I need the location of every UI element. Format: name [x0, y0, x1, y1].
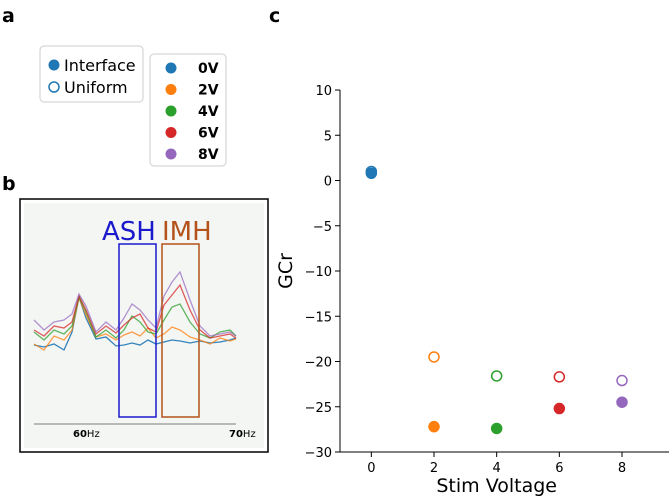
panel-letter-a: a	[2, 5, 15, 27]
y-axis-label: GCr	[275, 253, 297, 289]
tick-60-value: 60	[73, 429, 87, 440]
interface-point-4v	[490, 422, 503, 435]
tick-60-unit: Hz	[87, 429, 100, 440]
x-tick-label: 6	[555, 461, 563, 476]
uniform-point-8v	[616, 374, 628, 387]
tick-70hz: 70Hz	[229, 429, 256, 440]
y-tick-label: −20	[305, 356, 332, 371]
style-legend-uniform: Uniform	[64, 78, 128, 97]
panel-letter-c: c	[269, 5, 280, 27]
imh-label: IMH	[162, 217, 212, 247]
legend-label-4v: 4V	[198, 104, 219, 120]
style-legend-interface: Interface	[64, 56, 136, 75]
style-legend: Interface Uniform	[39, 45, 144, 103]
style-legend-frame	[39, 45, 144, 103]
y-tick-label: −30	[305, 446, 332, 461]
interface-point-6v	[553, 402, 566, 415]
legend-label-8v: 8V	[198, 147, 219, 163]
x-tick-label: 0	[367, 461, 375, 476]
ash-box	[118, 243, 157, 418]
y-tick-label: 5	[324, 129, 332, 144]
x-tick-label: 2	[430, 461, 438, 476]
y-tick-label: 10	[315, 84, 332, 99]
tick-70-unit: Hz	[243, 429, 256, 440]
y-tick-label: −15	[305, 310, 332, 325]
spectrum-trace-2v	[33, 295, 237, 351]
interface-point-8v	[616, 396, 628, 408]
interface-marker-icon	[48, 59, 60, 71]
uniform-point-6v	[553, 371, 566, 383]
tick-60hz: 60Hz	[73, 429, 100, 440]
x-tick-label: 8	[618, 461, 626, 476]
y-tick-label: −5	[313, 220, 332, 235]
voltage-legend-frame	[149, 53, 227, 167]
spectrum-trace-4v	[33, 295, 237, 341]
x-axis-label: Stim Voltage	[436, 475, 557, 497]
y-tick-label: −25	[305, 401, 332, 416]
voltage-legend: 0V 2V 4V 6V 8V	[149, 53, 227, 167]
interface-point-2v	[428, 420, 440, 433]
y-tick-label: −10	[305, 265, 332, 280]
panel-letter-b: b	[2, 173, 16, 195]
imh-box	[161, 243, 200, 418]
tick-70-value: 70	[229, 429, 243, 440]
uniform-point-0v	[365, 165, 378, 178]
legend-marker-0v	[165, 62, 177, 74]
legend-label-2v: 2V	[198, 83, 219, 99]
legend-marker-8v	[165, 148, 177, 160]
legend-label-6v: 6V	[198, 126, 219, 142]
spectrum-inset: ASH IMH 60Hz 70Hz	[19, 198, 269, 453]
spectrum-trace-6v	[33, 283, 237, 339]
uniform-marker-icon	[48, 81, 60, 93]
y-tick-label: 0	[324, 175, 332, 190]
legend-label-0v: 0V	[198, 61, 219, 77]
uniform-point-4v	[490, 370, 503, 382]
legend-marker-4v	[165, 105, 177, 117]
uniform-point-2v	[428, 351, 440, 363]
legend-marker-2v	[165, 84, 177, 95]
x-tick-label: 4	[493, 461, 501, 476]
gcr-scatter-chart: 10 5 0 −5 −10 −15 −20 −25 −30 0 2 4 6 8 GCr Stim Vol…	[275, 84, 669, 497]
legend-marker-6v	[165, 127, 177, 138]
spectrum-trace-8v	[33, 270, 237, 337]
ash-label: ASH	[102, 217, 156, 247]
